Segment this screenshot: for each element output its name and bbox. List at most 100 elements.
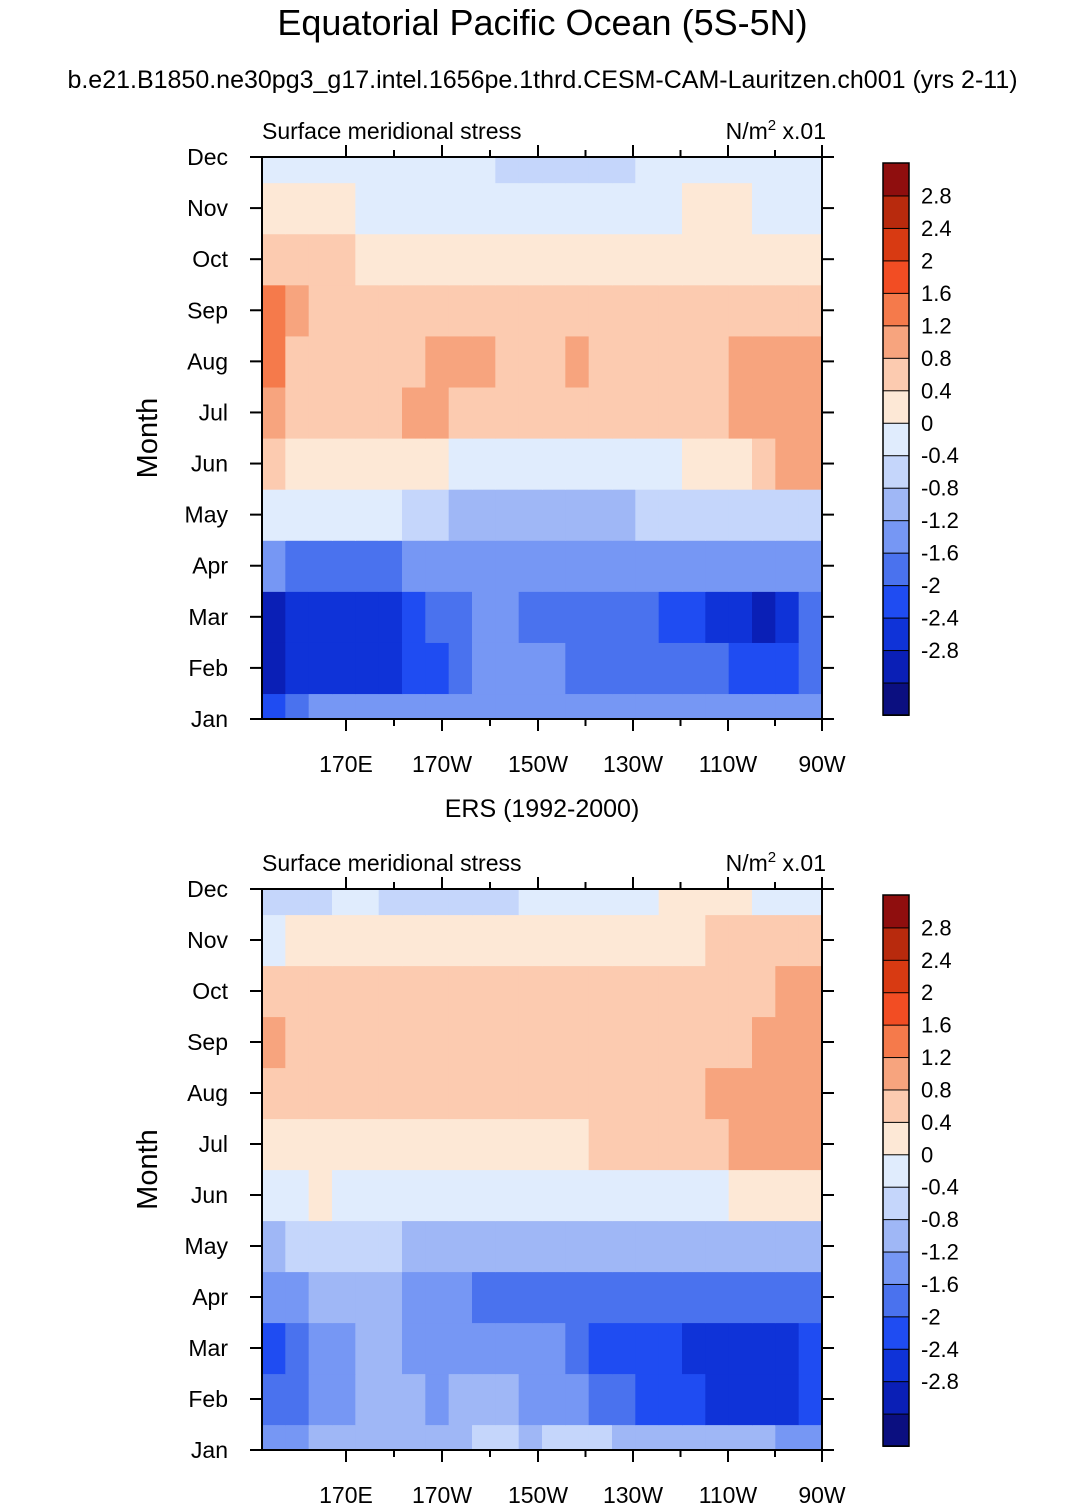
heatmap-cell bbox=[752, 642, 776, 695]
colorbar-label: -1.6 bbox=[921, 1272, 959, 1297]
heatmap-cell bbox=[565, 1118, 590, 1171]
heatmap-cell bbox=[542, 1271, 566, 1324]
heatmap-cell bbox=[542, 284, 566, 337]
heatmap-cell bbox=[728, 489, 753, 541]
heatmap-cell bbox=[682, 284, 706, 337]
heatmap-cell bbox=[425, 591, 450, 643]
heatmap-cell bbox=[448, 914, 473, 967]
heatmap-cell bbox=[775, 335, 800, 388]
heatmap-cell bbox=[355, 540, 380, 592]
colorbar-swatch bbox=[882, 584, 910, 619]
heatmap-cell bbox=[472, 386, 496, 439]
heatmap-cell bbox=[495, 157, 520, 184]
heatmap-cell bbox=[402, 182, 426, 235]
heatmap-cells bbox=[262, 889, 823, 1451]
heatmap-cell bbox=[612, 642, 636, 695]
heatmap-cell bbox=[448, 1067, 473, 1120]
heatmap-cell bbox=[425, 1220, 450, 1273]
heatmap-cell bbox=[612, 1118, 636, 1171]
y-tick-label: Aug bbox=[187, 348, 228, 374]
heatmap-cell bbox=[658, 1067, 683, 1120]
heatmap-cell bbox=[798, 489, 823, 541]
heatmap-cell bbox=[682, 157, 706, 184]
heatmap-cell bbox=[775, 1220, 800, 1273]
x-tick-label: 110W bbox=[699, 1482, 758, 1508]
heatmap-cell bbox=[495, 438, 520, 490]
heatmap-cell bbox=[425, 335, 450, 388]
heatmap-cell bbox=[612, 914, 636, 967]
heatmap-cell bbox=[495, 489, 520, 541]
heatmap-cell bbox=[285, 284, 310, 337]
heatmap-cell bbox=[728, 1271, 753, 1324]
heatmap-cell bbox=[542, 335, 566, 388]
heatmap-cell bbox=[565, 1424, 590, 1451]
heatmap-cell bbox=[425, 1271, 450, 1324]
y-tick-label: Mar bbox=[188, 604, 228, 630]
heatmap-cell bbox=[332, 540, 356, 592]
panel-model: Jan Feb Mar Apr May Jun Jul Aug Sep Oct Nov Dec 170E… bbox=[132, 117, 959, 777]
heatmap-cell bbox=[402, 965, 426, 1018]
heatmap-cell bbox=[332, 284, 356, 337]
heatmap-cell bbox=[308, 438, 333, 490]
heatmap-cell bbox=[285, 1220, 310, 1273]
colorbar-label: 0.8 bbox=[921, 1077, 952, 1102]
heatmap-cell bbox=[518, 1373, 543, 1426]
heatmap-cell bbox=[682, 1118, 706, 1171]
heatmap-cell bbox=[635, 1373, 660, 1426]
heatmap-cell bbox=[285, 965, 310, 1018]
heatmap-cell bbox=[378, 335, 403, 388]
heatmap-cell bbox=[402, 889, 426, 916]
heatmap-cell bbox=[402, 1016, 426, 1069]
heatmap-cell bbox=[588, 642, 613, 695]
heatmap-cell bbox=[542, 1373, 566, 1426]
heatmap-cell bbox=[705, 1220, 730, 1273]
heatmap-cell bbox=[402, 1322, 426, 1375]
heatmap-cell bbox=[378, 157, 403, 184]
heatmap-cell bbox=[635, 965, 660, 1018]
y-tick-label: Apr bbox=[192, 553, 228, 579]
heatmap-cell bbox=[635, 386, 660, 439]
colorbar-label: 0 bbox=[921, 1142, 933, 1167]
heatmap-cell bbox=[658, 1271, 683, 1324]
heatmap-cell bbox=[612, 157, 636, 184]
heatmap-cell bbox=[728, 1169, 753, 1222]
heatmap-cell bbox=[588, 438, 613, 490]
heatmap-cell bbox=[705, 233, 730, 286]
heatmap-cell bbox=[402, 1271, 426, 1324]
heatmap-cell bbox=[472, 1169, 496, 1222]
heatmap-cell bbox=[425, 1169, 450, 1222]
heatmap-cell bbox=[378, 642, 403, 695]
heatmap-cell bbox=[518, 284, 543, 337]
colorbar-label: 2 bbox=[921, 980, 933, 1005]
heatmap-cell bbox=[565, 284, 590, 337]
heatmap-cell bbox=[798, 157, 823, 184]
heatmap-cell bbox=[332, 914, 356, 967]
heatmap-cell bbox=[658, 914, 683, 967]
heatmap-cell bbox=[378, 1169, 403, 1222]
heatmap-cell bbox=[775, 693, 800, 720]
heatmap-cell bbox=[728, 233, 753, 286]
heatmap-cell bbox=[612, 1322, 636, 1375]
heatmap-cell bbox=[518, 642, 543, 695]
colorbar-swatch bbox=[882, 324, 910, 359]
heatmap-cell bbox=[728, 1424, 753, 1451]
heatmap-cell bbox=[425, 489, 450, 541]
heatmap-cell bbox=[588, 1424, 613, 1451]
heatmap-cell bbox=[705, 1016, 730, 1069]
heatmap-cell bbox=[285, 1271, 310, 1324]
colorbar-swatch bbox=[882, 649, 910, 684]
heatmap-cell bbox=[588, 386, 613, 439]
heatmap-cell bbox=[658, 284, 683, 337]
heatmap-cell bbox=[588, 489, 613, 541]
heatmap-cell bbox=[332, 1118, 356, 1171]
heatmap-cell bbox=[705, 693, 730, 720]
heatmap-cell bbox=[518, 1067, 543, 1120]
heatmap-cell bbox=[308, 642, 333, 695]
heatmap-cell bbox=[262, 1322, 286, 1375]
heatmap-cell bbox=[682, 1373, 706, 1426]
heatmap-cell bbox=[682, 889, 706, 916]
heatmap-cell bbox=[588, 965, 613, 1018]
heatmap-cell bbox=[542, 1169, 566, 1222]
heatmap-cell bbox=[635, 642, 660, 695]
heatmap-cell bbox=[378, 1373, 403, 1426]
